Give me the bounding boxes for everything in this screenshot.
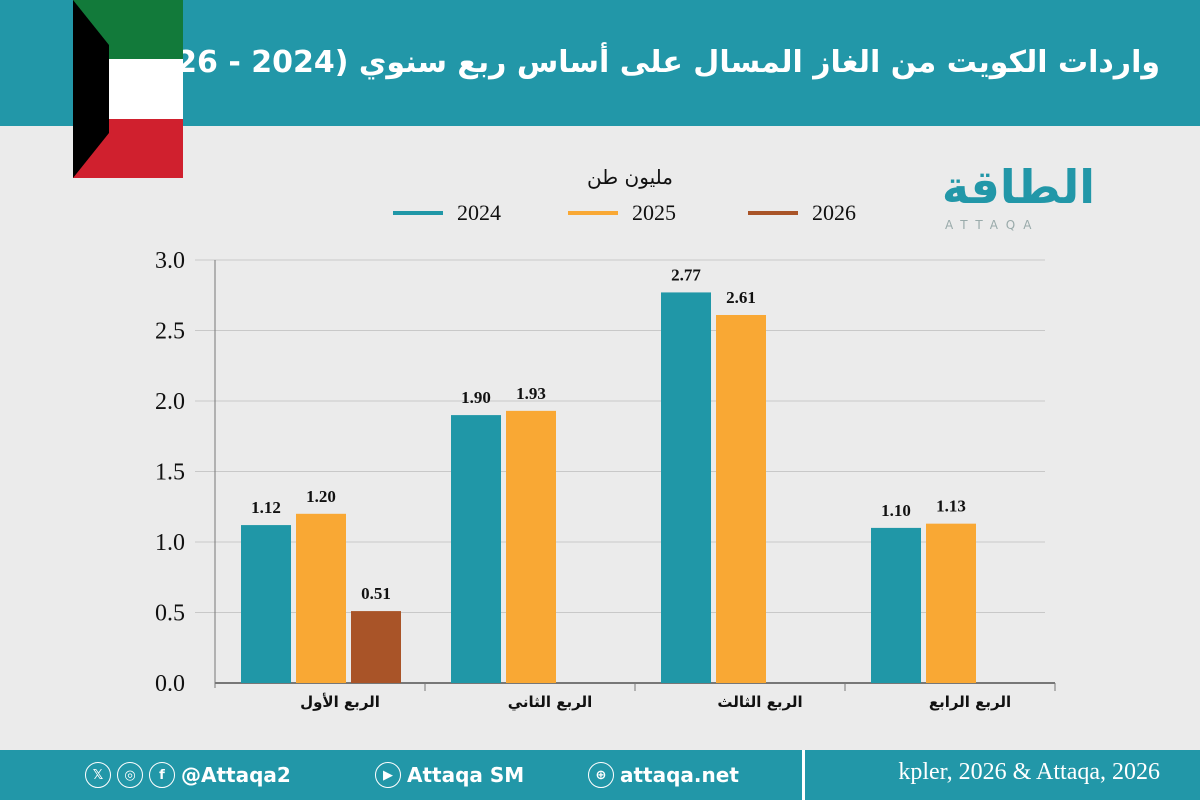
legend-item-2026: 2026 — [748, 200, 856, 226]
data-label: 1.13 — [936, 497, 966, 516]
footer: 𝕏 ◎ f @Attaqa2 ▶ Attaqa SM ⊕ attaqa.net … — [0, 750, 1200, 800]
data-label: 1.10 — [881, 501, 911, 520]
bar-2025 — [296, 513, 346, 683]
youtube-icon[interactable]: ▶ — [375, 762, 401, 788]
legend-swatch — [568, 211, 618, 215]
x-icon[interactable]: 𝕏 — [85, 762, 111, 788]
x-tick-label: الربع الرابع — [929, 693, 1011, 711]
x-tick-label: الربع الثاني — [508, 693, 593, 711]
social-handle[interactable]: @Attaqa2 — [181, 763, 291, 787]
bar-2024 — [451, 415, 501, 683]
unit-label: مليون طن — [587, 165, 673, 189]
instagram-icon[interactable]: ◎ — [117, 762, 143, 788]
facebook-icon[interactable]: f — [149, 762, 175, 788]
source-text: kpler, 2026 & Attaqa, 2026 — [898, 759, 1160, 785]
data-label: 2.61 — [726, 288, 756, 307]
legend-item-2024: 2024 — [393, 200, 501, 226]
data-label: 0.51 — [361, 584, 391, 603]
bar-2025 — [506, 410, 556, 683]
data-label: 1.93 — [516, 384, 546, 403]
y-tick-label: 0.5 — [155, 601, 185, 627]
bar-2024 — [241, 525, 291, 683]
legend-label: 2025 — [632, 200, 676, 225]
bar-2024 — [871, 527, 921, 683]
bar-2026 — [351, 611, 401, 683]
y-tick-label: 0.0 — [155, 671, 185, 697]
bar-chart: 0.0 0.5 1.0 1.5 2.0 2.5 3.0 الربع الأول 1.12 1.20… — [155, 248, 1056, 711]
footer-divider — [802, 750, 805, 800]
header-band — [0, 0, 1200, 126]
legend-label: 2024 — [457, 200, 501, 225]
data-label: 2.77 — [671, 265, 701, 284]
y-tick-label: 3.0 — [155, 248, 185, 274]
y-tick-label: 2.0 — [155, 389, 185, 415]
globe-icon: ⊕ — [588, 762, 614, 788]
data-label: 1.12 — [251, 498, 281, 517]
attaqa-logo: الطاقة ATTAQA — [941, 160, 1095, 232]
bar-2025 — [926, 523, 976, 683]
legend-label: 2026 — [812, 200, 856, 225]
kuwait-flag-icon — [73, 0, 183, 178]
data-label: 1.20 — [306, 487, 336, 506]
y-tick-label: 1.5 — [155, 460, 185, 486]
legend-swatch — [393, 211, 443, 215]
youtube-link[interactable]: Attaqa SM — [407, 763, 525, 787]
bar-2025 — [716, 314, 766, 683]
y-tick-label: 1.0 — [155, 530, 185, 556]
data-label: 1.90 — [461, 388, 491, 407]
y-tick-label: 2.5 — [155, 319, 185, 345]
legend-item-2025: 2025 — [568, 200, 676, 226]
bar-2024 — [661, 292, 711, 683]
x-tick-label: الربع الثالث — [717, 693, 802, 711]
x-tick-label: الربع الأول — [300, 693, 380, 711]
website-link[interactable]: attaqa.net — [620, 763, 739, 787]
legend-swatch — [748, 211, 798, 215]
